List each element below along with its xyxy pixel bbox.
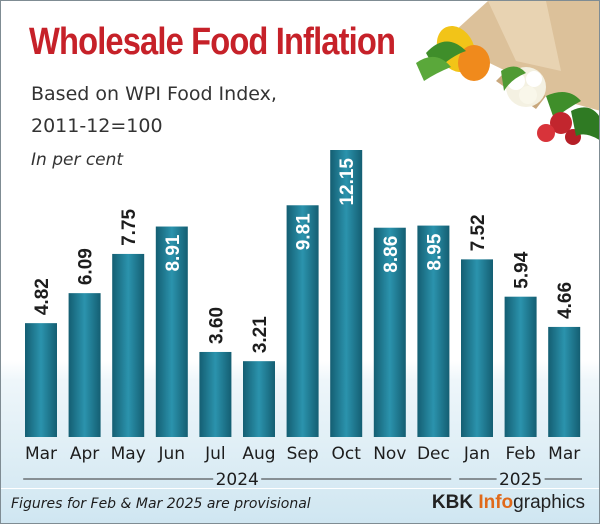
bar-mar-0 bbox=[25, 323, 57, 437]
category-label: Sep bbox=[287, 444, 319, 464]
value-label: 8.95 bbox=[424, 233, 445, 270]
bar-feb-11 bbox=[504, 296, 537, 437]
brand-logo: KBK Infographics bbox=[432, 492, 585, 514]
value-label: 7.52 bbox=[468, 214, 489, 251]
year-label-2024: 2024 bbox=[216, 470, 259, 490]
category-label: Nov bbox=[373, 444, 406, 464]
category-label: Mar bbox=[25, 444, 57, 464]
bar-dec-9 bbox=[417, 225, 450, 437]
category-label: Aug bbox=[242, 444, 275, 464]
value-label: 12.15 bbox=[337, 158, 358, 206]
category-label: Apr bbox=[70, 444, 99, 464]
category-label: Dec bbox=[417, 444, 450, 464]
category-label: Mar bbox=[548, 444, 580, 464]
footnote: Figures for Feb & Mar 2025 are provision… bbox=[11, 496, 311, 512]
value-label: 4.82 bbox=[32, 278, 53, 315]
value-label: 4.66 bbox=[555, 282, 576, 319]
bar-sep-6 bbox=[286, 205, 319, 437]
grocery-bag-with-vegetables-icon bbox=[416, 1, 599, 145]
bar-chart: 4.82 6.09 7.75 8.91 3.60 3.21 9.81 12.15 8.86 8.9… bbox=[23, 150, 582, 490]
chart-title: Wholesale Food Inflation bbox=[29, 21, 396, 63]
bar-aug-5 bbox=[243, 361, 275, 437]
value-label: 3.60 bbox=[206, 307, 227, 344]
bar-nov-8 bbox=[373, 227, 406, 437]
bar-may-2 bbox=[112, 253, 145, 437]
bar-oct-7 bbox=[330, 150, 363, 437]
category-label: Jul bbox=[204, 444, 226, 464]
bar-jan-10 bbox=[461, 259, 493, 437]
category-label: May bbox=[111, 444, 146, 464]
chart-subtitle-line1: Based on WPI Food Index, bbox=[31, 83, 277, 105]
unit-label: In per cent bbox=[31, 150, 124, 170]
value-label: 6.09 bbox=[76, 248, 97, 285]
category-label: Oct bbox=[331, 444, 361, 464]
value-label: 8.86 bbox=[381, 236, 402, 273]
value-label: 3.21 bbox=[250, 316, 271, 353]
brand-prefix: KBK bbox=[431, 492, 479, 513]
value-label: 5.94 bbox=[512, 251, 533, 288]
category-label: Feb bbox=[506, 444, 536, 464]
value-label: 7.75 bbox=[119, 209, 140, 246]
bar-apr-1 bbox=[68, 293, 101, 437]
value-label: 8.91 bbox=[163, 234, 184, 271]
brand-highlight: Info bbox=[478, 492, 514, 513]
category-label: Jun bbox=[158, 444, 186, 464]
year-label-2025: 2025 bbox=[499, 470, 542, 490]
bar-jun-3 bbox=[155, 226, 188, 437]
chart-subtitle-line2: 2011-12=100 bbox=[31, 115, 163, 137]
footer-band bbox=[1, 488, 599, 523]
bar-mar-12 bbox=[548, 326, 581, 437]
value-label: 9.81 bbox=[294, 213, 315, 250]
brand-suffix: graphics bbox=[513, 492, 585, 513]
category-label: Jan bbox=[463, 444, 490, 464]
bar-jul-4 bbox=[199, 351, 232, 437]
